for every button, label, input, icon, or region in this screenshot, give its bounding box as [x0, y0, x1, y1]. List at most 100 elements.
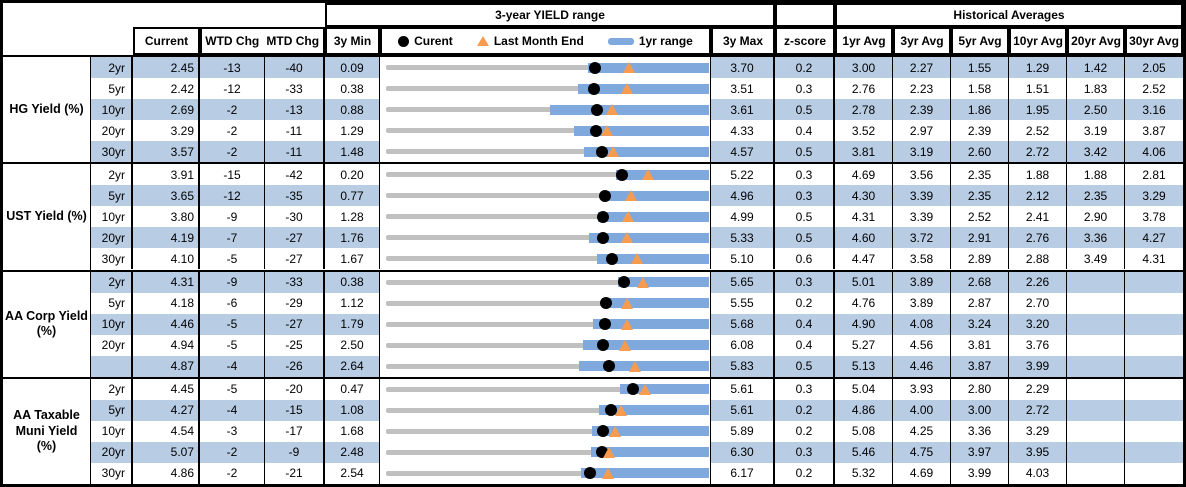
cell-3y-min: 1.79 — [325, 313, 380, 335]
cell-avg: 2.35 — [951, 185, 1009, 207]
range-bar-1yr — [598, 211, 709, 222]
cell-avg: 1.88 — [1009, 164, 1067, 186]
header-row-top: 3-year YIELD range Historical Averages — [3, 3, 1183, 27]
legend-last-month-label: Last Month End — [493, 34, 584, 48]
cell-z-score: 0.3 — [775, 441, 835, 463]
cell-avg: 3.16 — [1125, 99, 1183, 121]
cell-current: 2.42 — [133, 78, 200, 100]
cell-avg: 2.78 — [835, 99, 893, 121]
section-rows: 2yr 2.45 -13 -40 0.09 3.70 0.2 3.00 2.27 1.55 1.29… — [91, 57, 1183, 163]
cell-tenor: 20yr — [91, 441, 133, 463]
header-row-columns: Current WTD Chg MTD Chg 3y Min Curent La… — [3, 27, 1183, 57]
cell-avg: 4.31 — [835, 206, 893, 228]
range-bar-1yr — [600, 190, 709, 201]
table-row: 2yr 3.91 -15 -42 0.20 5.22 0.3 4.69 3.56 2.35 1.88… — [91, 164, 1183, 186]
bullet-chart — [380, 441, 711, 463]
cell-mtd-chg: -27 — [265, 248, 325, 270]
cell-3y-min: 2.48 — [325, 441, 380, 463]
range-track-3yr — [386, 172, 705, 178]
current-dot — [598, 318, 611, 331]
cell-z-score: 0.3 — [775, 78, 835, 100]
last-month-triangle — [600, 125, 613, 137]
last-month-triangle — [638, 383, 651, 395]
cell-3y-max: 5.65 — [711, 271, 775, 293]
range-bar-1yr — [588, 232, 709, 243]
cell-avg: 2.60 — [951, 141, 1009, 163]
col-header-mtd-chg: MTD Chg — [266, 34, 320, 48]
current-dot-icon — [398, 35, 410, 47]
cell-avg: 2.52 — [1125, 78, 1183, 100]
bullet-chart — [380, 334, 711, 356]
cell-tenor: 20yr — [91, 334, 133, 356]
range-bar-1yr — [615, 169, 709, 180]
last-month-triangle — [606, 104, 619, 116]
cell-avg: 3.00 — [951, 399, 1009, 421]
range-track-3yr — [386, 107, 705, 113]
range-bar-1yr — [579, 361, 709, 372]
cell-avg: 5.01 — [835, 271, 893, 293]
cell-mtd-chg: -40 — [265, 57, 325, 79]
bullet-chart — [380, 185, 711, 207]
table-body: HG Yield (%) 2yr 2.45 -13 -40 0.09 3.70 0.2 3.00… — [3, 57, 1183, 484]
cell-tenor: 5yr — [91, 185, 133, 207]
last-month-triangle — [621, 83, 634, 95]
cell-tenor: 30yr — [91, 248, 133, 270]
current-dot — [588, 61, 601, 74]
last-month-triangle — [621, 211, 634, 223]
cell-avg — [1125, 441, 1183, 463]
cell-3y-max: 5.22 — [711, 164, 775, 186]
cell-avg: 3.95 — [1009, 441, 1067, 463]
col-header-current: Current — [133, 27, 200, 55]
cell-current: 4.27 — [133, 399, 200, 421]
cell-wtd-chg: -5 — [200, 313, 265, 335]
cell-avg: 4.27 — [1125, 227, 1183, 249]
range-track-3yr — [386, 428, 705, 434]
cell-avg — [1067, 292, 1125, 314]
col-header-1yr-avg: 1yr Avg — [835, 27, 893, 55]
cell-3y-max: 6.17 — [711, 462, 775, 484]
table-row: 5yr 4.27 -4 -15 1.08 5.61 0.2 4.86 4.00 3.00 2.72 — [91, 399, 1183, 421]
cell-avg: 3.39 — [893, 185, 951, 207]
last-month-triangle — [601, 467, 614, 479]
bullet-chart — [380, 462, 711, 484]
cell-avg — [1067, 420, 1125, 442]
cell-3y-max: 5.83 — [711, 355, 775, 377]
cell-avg: 4.60 — [835, 227, 893, 249]
cell-mtd-chg: -42 — [265, 164, 325, 186]
cell-avg: 3.29 — [1125, 185, 1183, 207]
cell-z-score: 0.3 — [775, 164, 835, 186]
current-dot — [597, 339, 610, 352]
cell-current: 3.91 — [133, 164, 200, 186]
cell-avg: 4.47 — [835, 248, 893, 270]
cell-avg — [1125, 271, 1183, 293]
cell-wtd-chg: -12 — [200, 78, 265, 100]
table-row: 30yr 4.86 -2 -21 2.54 6.17 0.2 5.32 4.69 3.99 4.03 — [91, 462, 1183, 484]
cell-3y-max: 4.57 — [711, 141, 775, 163]
cell-wtd-chg: -5 — [200, 378, 265, 400]
table-row: 20yr 5.07 -2 -9 2.48 6.30 0.3 5.46 4.75 3.97 3.95 — [91, 441, 1183, 463]
cell-3y-min: 2.50 — [325, 334, 380, 356]
cell-3y-min: 2.64 — [325, 355, 380, 377]
cell-z-score: 0.6 — [775, 248, 835, 270]
cell-avg: 2.35 — [1067, 185, 1125, 207]
cell-avg: 2.41 — [1009, 206, 1067, 228]
current-dot — [605, 252, 618, 265]
cell-3y-max: 3.61 — [711, 99, 775, 121]
cell-avg: 2.39 — [951, 120, 1009, 142]
cell-avg: 3.36 — [1067, 227, 1125, 249]
cell-3y-min: 1.29 — [325, 120, 380, 142]
cell-avg: 2.23 — [893, 78, 951, 100]
cell-avg: 2.35 — [951, 164, 1009, 186]
cell-3y-min: 1.76 — [325, 227, 380, 249]
cell-avg: 4.69 — [893, 462, 951, 484]
cell-avg — [1125, 420, 1183, 442]
cell-mtd-chg: -21 — [265, 462, 325, 484]
col-header-5yr-avg: 5yr Avg — [951, 27, 1009, 55]
bullet-chart — [380, 141, 711, 163]
legend-last-month-end: Last Month End — [476, 34, 584, 48]
cell-wtd-chg: -12 — [200, 185, 265, 207]
cell-avg — [1125, 378, 1183, 400]
cell-avg: 2.29 — [1009, 378, 1067, 400]
range-bar-1yr — [596, 253, 709, 264]
range-bar-1yr — [573, 125, 709, 136]
